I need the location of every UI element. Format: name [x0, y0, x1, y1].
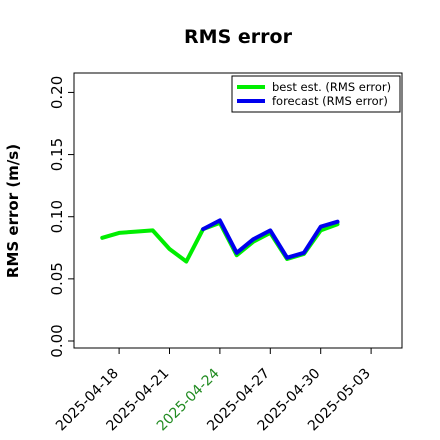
y-axis: 0.00 0.05 0.10 0.15 0.20	[48, 76, 74, 358]
x-axis: 2025-04-182025-04-212025-04-242025-04-27…	[53, 348, 374, 434]
y-tick-label: 0.10	[48, 200, 66, 233]
series-line-best-estimate	[100, 220, 340, 264]
legend: best est. (RMS error)forecast (RMS error…	[231, 75, 401, 113]
y-tick-label: 0.00	[48, 324, 66, 357]
series-layer	[100, 218, 340, 264]
plot-frame	[73, 72, 403, 349]
series-line-forecast	[201, 218, 340, 260]
y-tick-label: 0.15	[48, 138, 66, 171]
y-axis-label: RMS error (m/s)	[4, 144, 22, 278]
legend-box	[231, 75, 401, 113]
legend-entry: forecast (RMS error)	[272, 94, 388, 108]
y-tick-label: 0.05	[48, 262, 66, 295]
chart-title: RMS error	[184, 26, 293, 48]
legend-entry: best est. (RMS error)	[272, 80, 391, 94]
y-tick-label: 0.20	[48, 76, 66, 109]
